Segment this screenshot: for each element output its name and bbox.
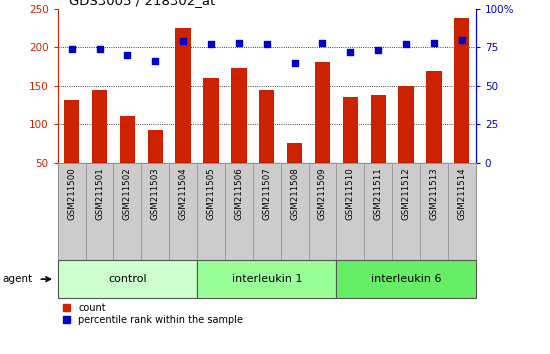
Text: control: control bbox=[108, 274, 147, 284]
Point bbox=[67, 46, 76, 52]
Bar bbox=[175, 28, 191, 163]
Bar bbox=[253, 163, 280, 260]
Text: GSM211511: GSM211511 bbox=[373, 168, 383, 221]
Point bbox=[402, 41, 410, 47]
Text: GSM211506: GSM211506 bbox=[234, 168, 244, 221]
Bar bbox=[337, 260, 476, 298]
Point bbox=[318, 40, 327, 46]
Text: interleukin 6: interleukin 6 bbox=[371, 274, 441, 284]
Bar bbox=[197, 260, 337, 298]
Bar bbox=[343, 97, 358, 163]
Bar bbox=[204, 78, 219, 163]
Bar bbox=[371, 95, 386, 163]
Bar bbox=[337, 163, 364, 260]
Bar bbox=[309, 163, 337, 260]
Text: GSM211507: GSM211507 bbox=[262, 168, 271, 221]
Bar bbox=[364, 163, 392, 260]
Bar bbox=[287, 143, 303, 163]
Bar bbox=[58, 163, 86, 260]
Point bbox=[95, 46, 104, 52]
Text: GSM211500: GSM211500 bbox=[67, 168, 76, 221]
Text: GSM211509: GSM211509 bbox=[318, 168, 327, 220]
Bar bbox=[92, 90, 107, 163]
Bar bbox=[113, 163, 141, 260]
Bar bbox=[225, 163, 253, 260]
Bar bbox=[141, 163, 169, 260]
Text: GSM211504: GSM211504 bbox=[179, 168, 188, 221]
Point bbox=[179, 38, 188, 44]
Text: GSM211503: GSM211503 bbox=[151, 168, 160, 221]
Point bbox=[374, 47, 383, 53]
Text: GDS3005 / 218302_at: GDS3005 / 218302_at bbox=[69, 0, 215, 7]
Point bbox=[458, 37, 466, 42]
Point bbox=[290, 60, 299, 65]
Bar bbox=[169, 163, 197, 260]
Bar bbox=[197, 163, 225, 260]
Bar bbox=[280, 163, 309, 260]
Bar bbox=[426, 71, 442, 163]
Bar bbox=[58, 260, 197, 298]
Text: GSM211514: GSM211514 bbox=[457, 168, 466, 221]
Point bbox=[207, 41, 216, 47]
Text: GSM211510: GSM211510 bbox=[346, 168, 355, 221]
Bar bbox=[420, 163, 448, 260]
Text: interleukin 1: interleukin 1 bbox=[232, 274, 302, 284]
Bar bbox=[454, 18, 470, 163]
Text: GSM211502: GSM211502 bbox=[123, 168, 132, 221]
Bar bbox=[448, 163, 476, 260]
Point bbox=[346, 49, 355, 55]
Point bbox=[151, 58, 160, 64]
Bar bbox=[231, 68, 246, 163]
Point bbox=[123, 52, 132, 58]
Bar bbox=[120, 116, 135, 163]
Point bbox=[262, 41, 271, 47]
Text: GSM211505: GSM211505 bbox=[206, 168, 216, 221]
Point bbox=[430, 40, 438, 46]
Bar bbox=[86, 163, 113, 260]
Text: GSM211501: GSM211501 bbox=[95, 168, 104, 221]
Legend: count, percentile rank within the sample: count, percentile rank within the sample bbox=[63, 303, 243, 325]
Bar bbox=[392, 163, 420, 260]
Bar bbox=[64, 100, 79, 163]
Bar bbox=[147, 130, 163, 163]
Bar bbox=[315, 62, 330, 163]
Text: agent: agent bbox=[3, 274, 33, 284]
Point bbox=[234, 40, 243, 46]
Text: GSM211512: GSM211512 bbox=[402, 168, 411, 221]
Bar bbox=[398, 86, 414, 163]
Text: GSM211513: GSM211513 bbox=[430, 168, 438, 221]
Bar bbox=[259, 90, 274, 163]
Text: GSM211508: GSM211508 bbox=[290, 168, 299, 221]
